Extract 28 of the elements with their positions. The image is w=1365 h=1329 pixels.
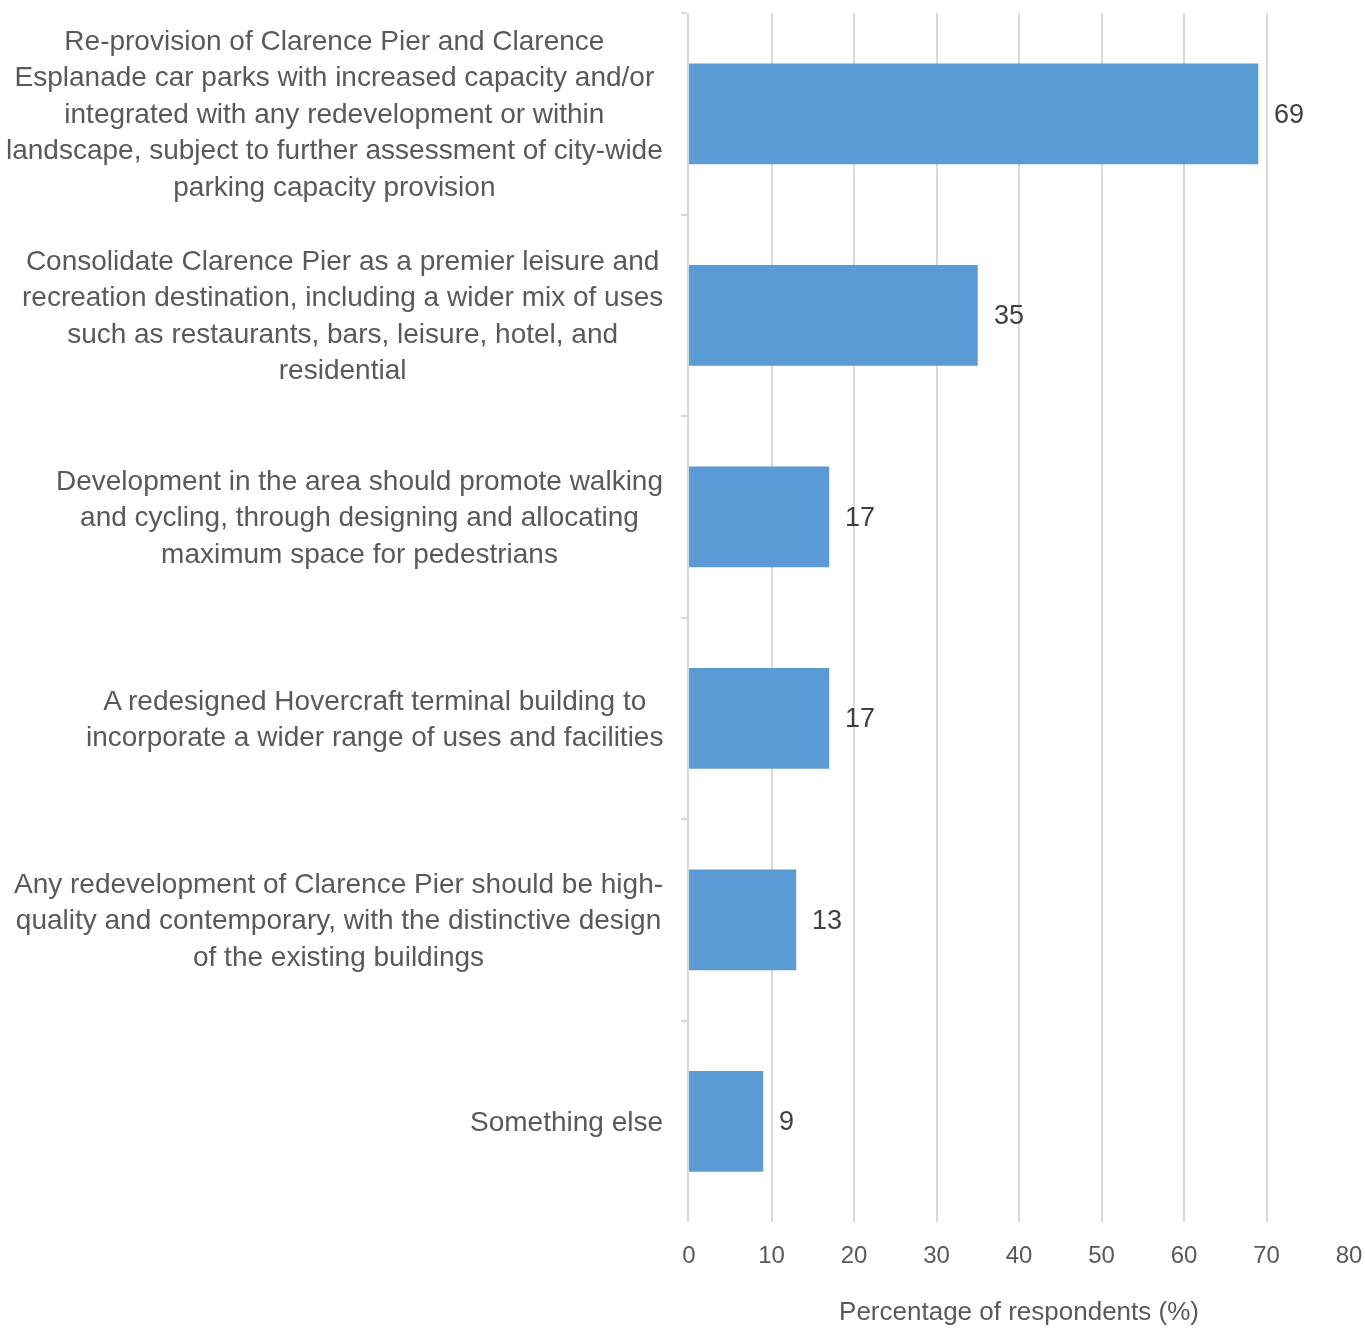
data-label: 13 [812, 905, 843, 935]
y-tick-label: Any redevelopment of Clarence Pier should be high-quality and contemporary, with the distinctive design of the existing buildings [14, 868, 664, 972]
bar [689, 63, 1259, 165]
bar [689, 264, 978, 366]
x-tick-label: 80 [1335, 1241, 1363, 1268]
x-tick-label: 20 [840, 1241, 868, 1268]
x-tick-label: 0 [682, 1241, 696, 1268]
x-tick-label: 30 [923, 1241, 950, 1268]
y-tick-label: Development in the area should promote walking and cycling, through designing and allocating maximum space for pedestrians [56, 465, 664, 569]
y-tick-label: Re-provision of Clarence Pier and Clarence Esplanade car parks with increased capacity and/or integrated with any redevelopment or within landscape, subject to further assessment of city-wide parking capacity provision [6, 25, 663, 202]
y-tick-label: A redesigned Hovercraft terminal building to incorporate a wider range of uses and facilities [86, 685, 664, 753]
x-tick-label: 50 [1088, 1241, 1115, 1268]
bar [689, 1070, 764, 1172]
x-axis-title: Percentage of respondents (%) [839, 1295, 1199, 1326]
data-label: 35 [994, 300, 1025, 330]
x-tick-label: 60 [1170, 1241, 1198, 1268]
y-tick-label: Something else [470, 1106, 664, 1137]
x-tick-label: 10 [758, 1241, 785, 1268]
x-tick-label: 40 [1005, 1241, 1033, 1268]
bar [689, 667, 830, 769]
bar [689, 466, 830, 568]
data-label: 17 [845, 703, 876, 733]
data-label: 9 [779, 1106, 795, 1136]
data-label: 17 [845, 502, 876, 532]
x-tick-label: 70 [1253, 1241, 1280, 1268]
data-label: 69 [1274, 99, 1305, 129]
bar [689, 869, 797, 971]
y-tick-label: Consolidate Clarence Pier as a premier leisure and recreation destination, including a wider mix of uses such as restaurants, bars, leisure, hotel, and residential [22, 245, 664, 386]
